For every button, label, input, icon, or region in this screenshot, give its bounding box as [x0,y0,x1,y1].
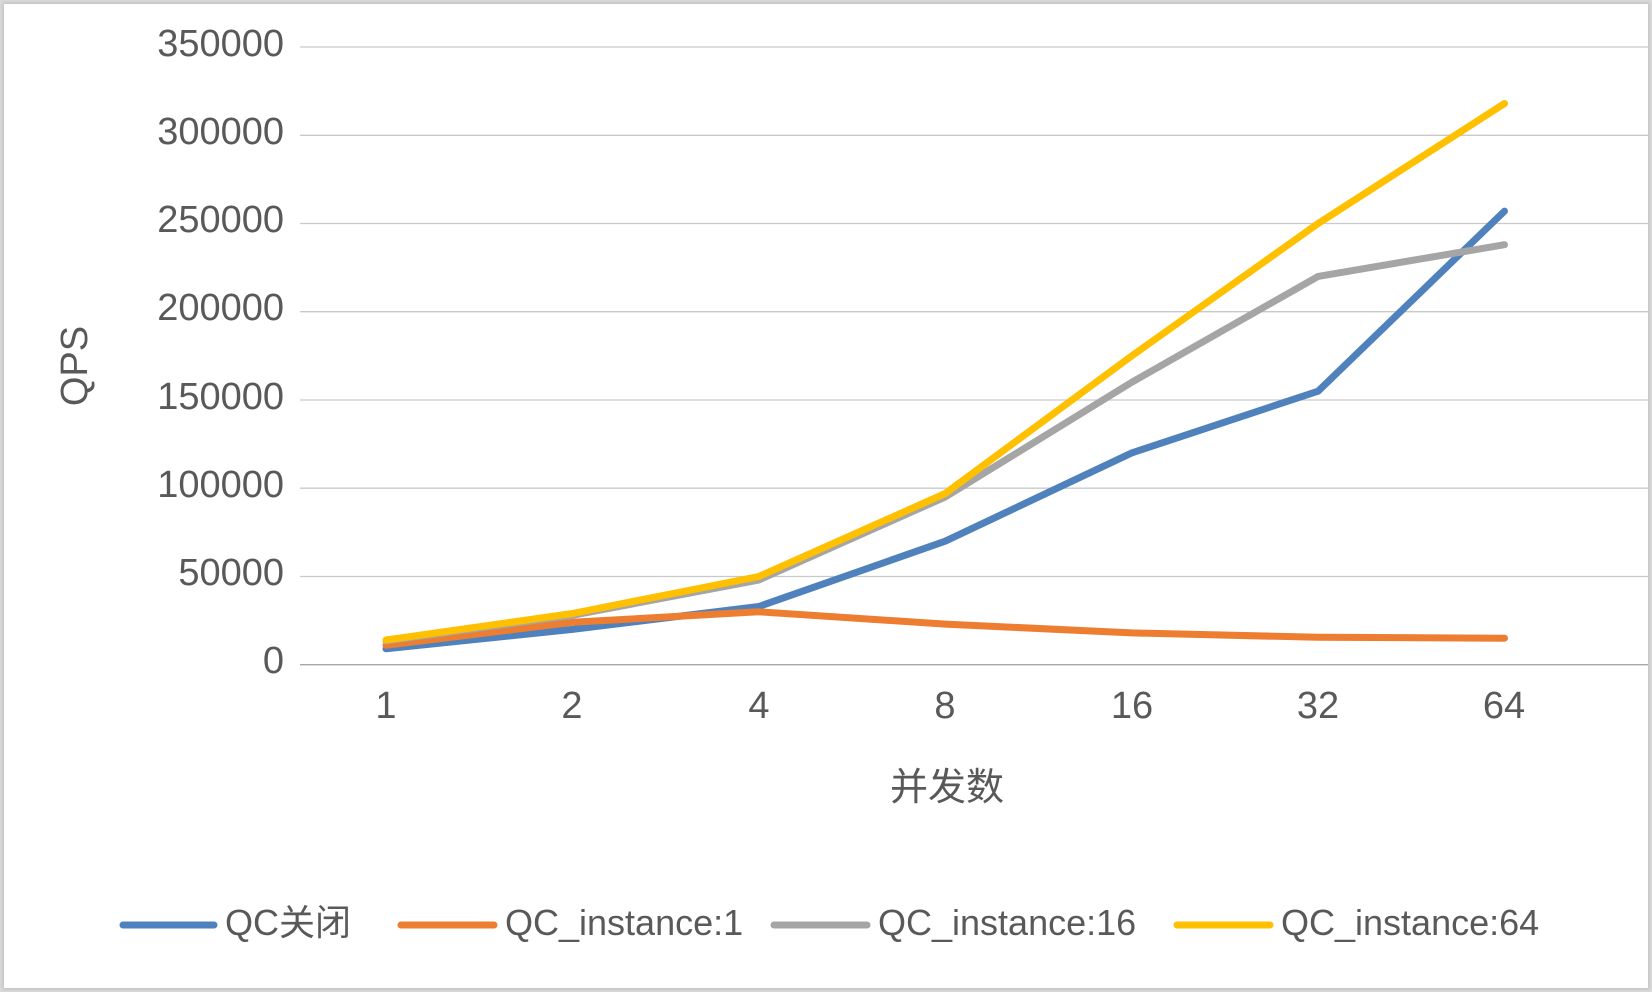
svg-text:0: 0 [263,640,284,682]
svg-text:并发数: 并发数 [890,767,1004,809]
svg-text:64: 64 [1483,685,1525,727]
svg-text:200000: 200000 [157,287,284,329]
svg-text:QPS: QPS [54,326,96,406]
svg-text:100000: 100000 [157,464,284,506]
svg-text:16: 16 [1111,685,1153,727]
svg-text:350000: 350000 [157,23,284,65]
svg-text:150000: 150000 [157,376,284,418]
svg-text:QC_instance:64: QC_instance:64 [1281,902,1539,943]
svg-text:32: 32 [1297,685,1339,727]
svg-text:250000: 250000 [157,199,284,241]
svg-text:1: 1 [375,685,396,727]
svg-text:8: 8 [934,685,955,727]
svg-text:QC关闭: QC关闭 [225,902,351,943]
svg-text:QC_instance:1: QC_instance:1 [505,902,743,943]
svg-text:4: 4 [748,685,769,727]
svg-text:50000: 50000 [178,552,284,594]
svg-text:QC_instance:16: QC_instance:16 [878,902,1136,943]
svg-text:2: 2 [561,685,582,727]
svg-text:300000: 300000 [157,111,284,153]
